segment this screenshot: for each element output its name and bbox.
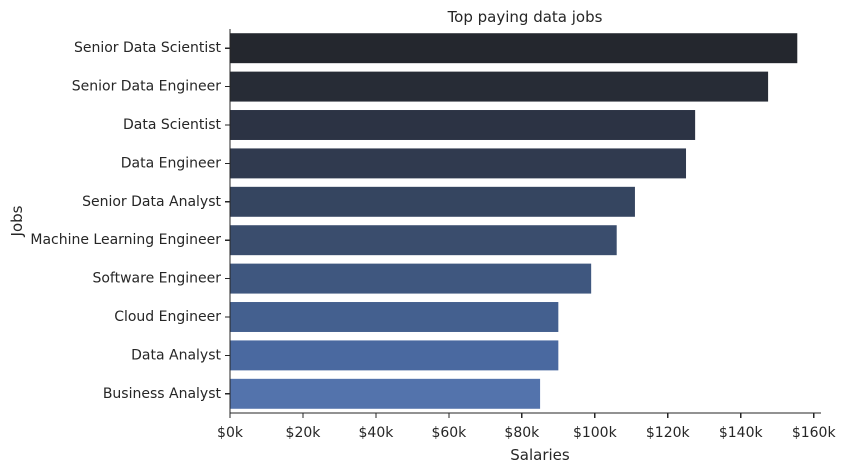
y-axis-label: Jobs <box>8 205 26 237</box>
bars-group <box>230 33 798 409</box>
bar <box>230 263 592 294</box>
y-tick-label: Data Scientist <box>123 117 222 133</box>
x-tick-label: $140k <box>719 425 764 441</box>
y-tick-label: Machine Learning Engineer <box>30 232 221 248</box>
y-tick-label: Data Analyst <box>131 347 221 363</box>
x-axis-ticks: $0k $20k $40k $60k $80k $100k $120k $140k $160k <box>217 413 836 441</box>
x-axis-label: Salaries <box>510 446 570 464</box>
y-tick-label: Software Engineer <box>92 271 221 287</box>
y-tick-label: Business Analyst <box>103 386 222 402</box>
x-tick-label: $60k <box>431 425 467 441</box>
y-tick-label: Data Engineer <box>121 155 221 171</box>
bar <box>230 378 541 409</box>
bar <box>230 33 798 64</box>
x-tick-label: $0k <box>217 425 244 441</box>
y-tick-label: Senior Data Scientist <box>74 40 222 56</box>
bar <box>230 340 559 371</box>
x-tick-label: $120k <box>646 425 691 441</box>
bar <box>230 71 769 102</box>
x-tick-label: $80k <box>504 425 540 441</box>
y-tick-label: Senior Data Analyst <box>82 194 221 210</box>
y-tick-label: Cloud Engineer <box>114 309 221 325</box>
bar <box>230 148 687 179</box>
bar <box>230 302 559 332</box>
x-tick-label: $160k <box>792 425 837 441</box>
y-axis-ticks: Senior Data Scientist Senior Data Enginee… <box>30 40 230 402</box>
bar <box>230 110 696 140</box>
bar <box>230 225 617 256</box>
x-tick-label: $20k <box>286 425 322 441</box>
chart-title: Top paying data jobs <box>447 8 603 26</box>
x-tick-label: $100k <box>573 425 618 441</box>
x-tick-label: $40k <box>359 425 395 441</box>
bar <box>230 186 635 217</box>
y-tick-label: Senior Data Engineer <box>72 79 222 95</box>
